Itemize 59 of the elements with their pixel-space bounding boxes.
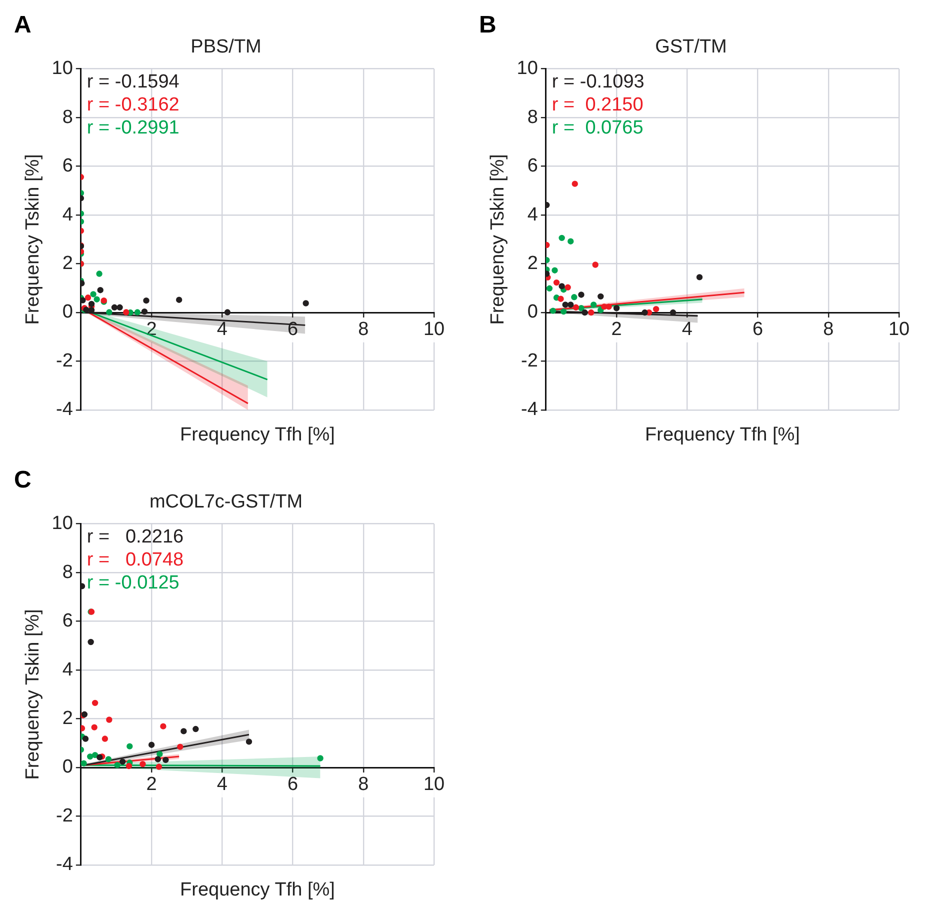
x-tick-label: 2 [146,774,157,796]
y-tick-label: 8 [62,562,73,583]
y-axis-title: Frequency Tskin [%] [22,609,44,780]
y-tick-label: 4 [62,659,74,680]
annotation: r = -0.3162 [86,94,180,116]
x-tick-label: 6 [287,319,298,340]
y-tick-label: 6 [527,156,538,177]
y-tick-label: 4 [62,204,74,226]
y-tick-label: -4 [56,399,74,420]
chart-title: PBS/TM [190,36,262,58]
y-tick-label: -4 [521,399,538,420]
y-tick-label: 2 [527,253,538,274]
x-tick-label: 4 [682,319,693,340]
x-tick-label: 4 [216,319,228,340]
y-axis-title: Frequency Tskin [%] [488,154,509,325]
x-tick-label: 8 [358,774,369,796]
x-tick-label: 2 [611,319,622,340]
chart-title: mCOL7c-GST/TM [149,492,303,513]
x-axis-title: Frequency Tfh [%] [180,424,335,446]
y-tick-label: 8 [527,106,538,128]
annotation: r = -0.1594 [86,72,180,93]
x-tick-label: 8 [823,319,834,340]
y-tick-label: 0 [62,302,73,323]
annotation: r = -0.0125 [86,572,180,594]
y-tick-label: 10 [52,58,73,80]
y-tick-label: -2 [56,805,73,826]
text: B [479,12,496,39]
y-tick-label: -4 [56,854,74,876]
annotation: r = 0.0765 [552,118,644,139]
annotation: r = -0.2991 [86,118,180,139]
chart-title: GST/TM [655,36,727,58]
text: C [14,466,32,494]
x-tick-label: 8 [358,319,369,340]
x-tick-label: 6 [287,774,298,796]
x-tick-label: 10 [423,774,445,796]
y-tick-label: 6 [62,610,73,632]
x-tick-label: 10 [423,319,445,340]
x-tick-label: 10 [888,319,910,340]
x-tick-label: 4 [216,774,228,796]
y-tick-label: 2 [62,253,73,274]
y-tick-label: 10 [52,513,73,534]
y-tick-label: -2 [56,350,73,372]
text: A [14,12,32,39]
y-tick-label: 6 [62,156,73,177]
annotation: r = 0.2150 [552,94,644,116]
y-tick-label: 0 [527,302,538,323]
y-tick-label: 0 [62,756,73,778]
y-axis-title: Frequency Tskin [%] [22,154,44,325]
annotation: r = -0.1093 [552,72,644,93]
y-tick-label: 2 [62,708,73,730]
annotation: r = 0.2216 [86,526,184,548]
y-tick-label: 10 [516,58,538,80]
y-tick-label: -2 [521,350,538,372]
x-axis-title: Frequency Tfh [%] [180,880,335,901]
y-tick-label: 8 [62,106,73,128]
x-axis-title: Frequency Tfh [%] [645,424,800,446]
annotation: r = 0.0748 [86,550,184,571]
y-tick-label: 4 [527,204,538,226]
x-tick-label: 6 [752,319,764,340]
